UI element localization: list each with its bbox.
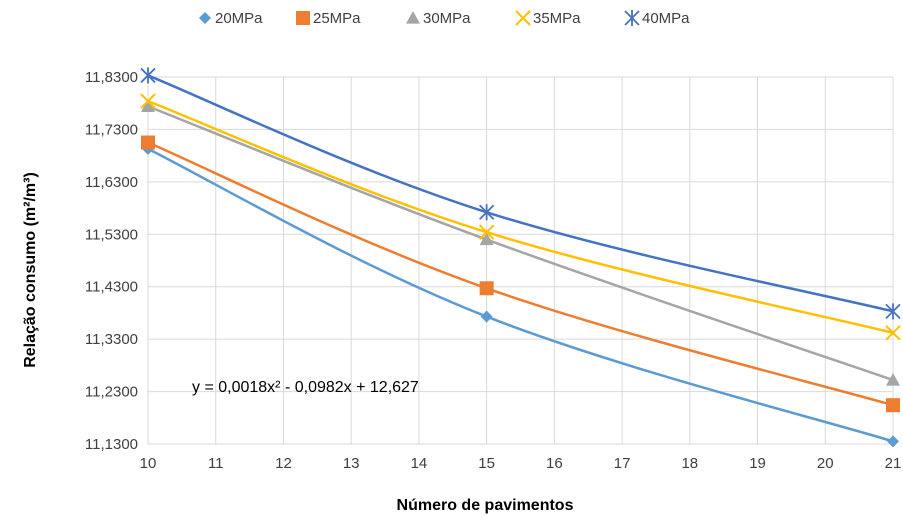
x-tick-label: 20 — [817, 455, 834, 472]
x-tick-label: 13 — [343, 455, 360, 472]
series-25mpa — [141, 135, 900, 413]
data-point — [141, 99, 155, 112]
data-point — [480, 310, 493, 323]
x-tick-label: 12 — [275, 455, 292, 472]
legend: 20MPa 25MPa 30MPa 35MPa 40MPa — [199, 10, 690, 27]
data-point — [886, 398, 900, 413]
x-tick-label: 11 — [208, 455, 224, 472]
legend-marker — [296, 11, 310, 25]
x-tick-label: 16 — [546, 455, 563, 472]
legend-marker — [199, 12, 211, 24]
x-tick-label: 17 — [614, 455, 631, 472]
series-35mpa — [140, 93, 901, 341]
data-point — [886, 373, 900, 386]
series-line — [147, 99, 894, 335]
legend-item: 25MPa — [296, 10, 361, 27]
y-tick-label: 11,2300 — [85, 384, 138, 401]
data-point — [140, 67, 156, 84]
series-layer — [140, 67, 901, 448]
y-axis: 11,1300 11,2300 11,3300 11,4300 11,5300 11,63… — [85, 69, 138, 453]
data-point — [885, 303, 901, 320]
x-tick-label: 18 — [681, 455, 698, 472]
data-point — [479, 281, 494, 296]
series-20mpa — [142, 142, 899, 448]
x-tick-label: 10 — [140, 455, 157, 472]
data-point — [479, 232, 494, 246]
series-40mpa — [140, 67, 901, 320]
y-tick-label: 11,3300 — [85, 331, 138, 348]
data-point — [478, 204, 495, 221]
legend-marker — [406, 11, 420, 24]
legend-label: 20MPa — [215, 10, 263, 27]
x-tick-label: 19 — [749, 455, 766, 472]
data-point — [885, 325, 901, 341]
x-tick-label: 14 — [411, 455, 428, 472]
legend-label: 35MPa — [533, 10, 581, 27]
y-tick-label: 11,4300 — [85, 279, 138, 296]
y-tick-label: 11,6300 — [85, 174, 138, 191]
x-tick-label: 21 — [885, 455, 902, 472]
y-axis-title: Relação consumo (m²/m³) — [22, 172, 39, 368]
legend-marker — [624, 10, 640, 26]
data-point — [141, 135, 155, 150]
series-30mpa — [141, 99, 900, 386]
legend-item: 30MPa — [406, 10, 471, 27]
y-tick-label: 11,5300 — [85, 226, 138, 243]
legend-item: 20MPa — [199, 10, 263, 27]
legend-label: 30MPa — [423, 10, 471, 27]
y-tick-label: 11,7300 — [85, 121, 138, 138]
data-point — [887, 435, 899, 448]
legend-item: 35MPa — [515, 10, 581, 27]
y-tick-label: 11,1300 — [85, 436, 138, 453]
data-point — [478, 224, 495, 240]
legend-label: 25MPa — [313, 10, 361, 27]
legend-marker — [515, 10, 531, 26]
legend-label: 40MPa — [642, 10, 690, 27]
gridlines — [147, 76, 894, 445]
x-tick-label: 15 — [478, 455, 495, 472]
data-point — [140, 93, 156, 109]
x-axis: 10 11 12 13 14 15 16 17 18 19 20 21 — [140, 455, 902, 472]
trendline-equation: y = 0,0018x² - 0,0982x + 12,627 — [192, 379, 419, 396]
legend-item: 40MPa — [624, 10, 690, 27]
x-axis-title: Número de pavimentos — [397, 497, 574, 514]
y-tick-label: 11,8300 — [85, 69, 138, 86]
